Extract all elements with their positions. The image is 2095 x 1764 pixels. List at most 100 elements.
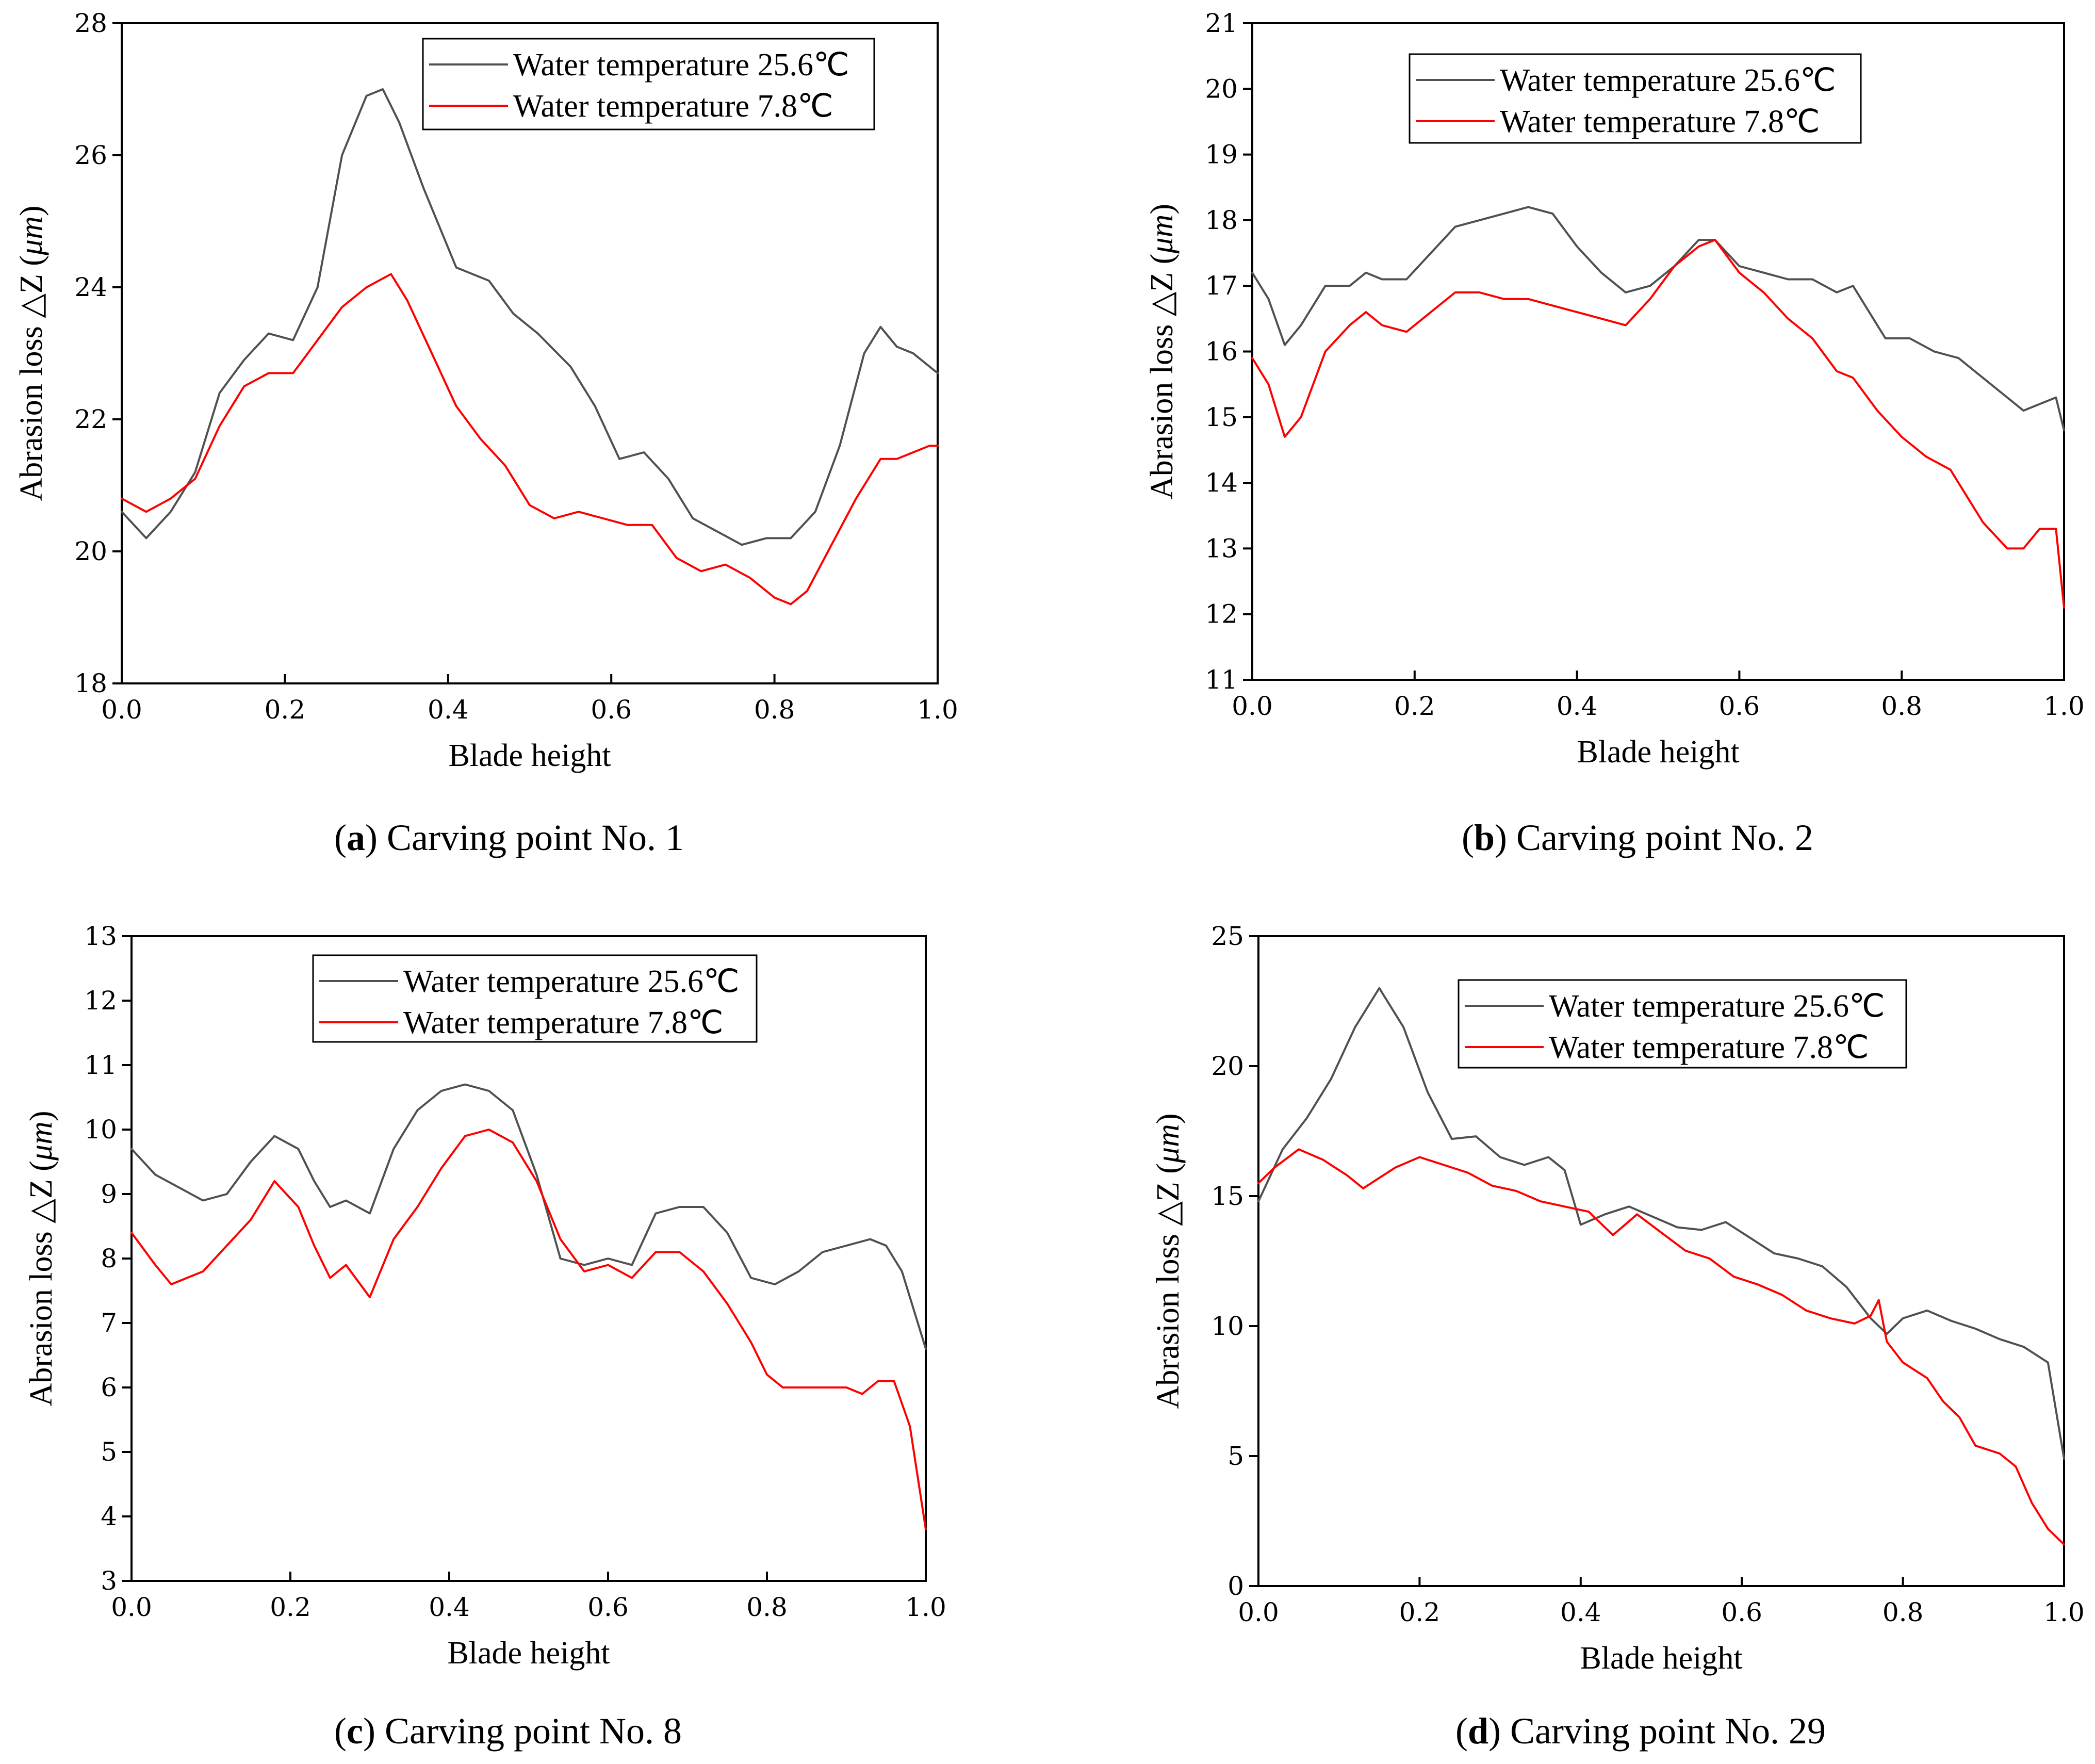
x-axis-title: Blade height: [1577, 734, 1739, 770]
panel-caption: (b) Carving point No. 2: [1462, 817, 1813, 858]
y-tick-label: 10: [1211, 1311, 1244, 1341]
panel-caption: (d) Carving point No. 29: [1455, 1710, 1826, 1752]
y-tick-label: 20: [1205, 74, 1238, 104]
y-tick-label: 15: [1205, 402, 1238, 432]
plot-frame: [121, 22, 939, 684]
y-tick-label: 9: [101, 1179, 117, 1209]
y-tick-label: 11: [84, 1050, 117, 1080]
y-tick-label: 25: [1211, 921, 1244, 951]
x-tick-label: 1.0: [917, 695, 958, 725]
chart-panel-a: 0.0 0.2 0.4 0.6 0.8 1.0 18 20 22 24 26 28 Blade heig…: [14, 8, 958, 858]
x-tick-label: 0.2: [270, 1592, 311, 1622]
legend-box: [1458, 979, 1907, 1069]
x-tick-label: 0.8: [1881, 691, 1922, 721]
y-tick-label: 26: [74, 140, 107, 170]
x-tick-label: 0.8: [1883, 1597, 1924, 1627]
chart-panel-d: 0.0 0.2 0.4 0.6 0.8 1.0 0 5 10 15 20 25 Blade height…: [1151, 921, 2085, 1752]
x-tick-label: 0.2: [1399, 1597, 1441, 1627]
legend-entry: Water temperature 7.8℃: [1500, 104, 1820, 139]
plot-frame: [1257, 935, 2065, 1587]
y-tick-label: 12: [1205, 599, 1238, 629]
series-line-cold: [1251, 239, 2065, 609]
x-axis-title: Blade height: [447, 1636, 610, 1671]
y-tick-label: 6: [101, 1373, 117, 1402]
y-tick-label: 5: [1227, 1441, 1244, 1471]
y-tick-label: 17: [1205, 271, 1238, 301]
x-tick-label: 0.6: [1721, 1597, 1762, 1627]
series-line-warm: [1257, 987, 2065, 1460]
y-tick-label: 16: [1205, 337, 1238, 367]
y-tick-label: 8: [101, 1244, 117, 1273]
series-line-cold: [130, 1129, 927, 1530]
panel-caption: (a) Carving point No. 1: [334, 817, 684, 858]
legend: Water temperature 25.6℃ Water temperature…: [422, 38, 875, 130]
y-axis-title: Abrasion loss △Z (μm): [1151, 1113, 1186, 1409]
y-tick-label: 10: [84, 1115, 117, 1145]
y-tick-label: 13: [1205, 533, 1238, 563]
x-tick-label: 0.4: [1560, 1597, 1601, 1627]
panel-caption: (c) Carving point No. 8: [334, 1710, 682, 1752]
x-tick-label: 0.8: [754, 695, 795, 725]
legend-box: [1409, 53, 1862, 144]
x-tick-label: 1.0: [2043, 691, 2085, 721]
legend-box: [422, 38, 875, 130]
x-tick-label: 0.4: [1557, 691, 1598, 721]
y-tick-label: 15: [1211, 1181, 1244, 1211]
y-tick-label: 18: [74, 668, 107, 698]
y-tick-label: 4: [101, 1501, 117, 1531]
y-tick-label: 21: [1205, 8, 1238, 38]
x-axis-title: Blade height: [448, 738, 611, 773]
x-tick-label: 0.6: [1719, 691, 1760, 721]
y-tick-label: 22: [74, 404, 107, 434]
chart-panel-b: 0.0 0.2 0.4 0.6 0.8 1.0 11 12 13 14 15 16 17 18 19 20 21…: [1144, 8, 2085, 858]
legend-box: [312, 954, 758, 1043]
y-tick-label: 28: [74, 8, 107, 38]
y-tick-label: 14: [1205, 468, 1238, 498]
legend-entry: Water temperature 25.6℃: [403, 964, 740, 999]
y-tick-label: 12: [84, 986, 117, 1016]
y-tick-label: 20: [74, 536, 107, 566]
legend-entry: Water temperature 25.6℃: [513, 47, 849, 83]
legend-entry: Water temperature 7.8℃: [403, 1005, 724, 1040]
x-tick-label: 0.0: [101, 695, 142, 725]
y-tick-label: 20: [1211, 1051, 1244, 1081]
y-tick-label: 11: [1205, 665, 1238, 695]
y-tick-label: 18: [1205, 205, 1238, 235]
x-tick-label: 0.8: [746, 1592, 788, 1622]
chart-panel-c: 0.0 0.2 0.4 0.6 0.8 1.0 3 4 5 6 7 8 9 10 11 12 13 Blade h…: [24, 921, 946, 1752]
y-tick-label: 24: [74, 272, 107, 302]
x-tick-label: 0.4: [429, 1592, 470, 1622]
x-tick-label: 0.2: [265, 695, 306, 725]
x-tick-label: 0.0: [1232, 691, 1273, 721]
legend-entry: Water temperature 7.8℃: [513, 89, 833, 124]
y-tick-label: 13: [84, 921, 117, 951]
y-tick-label: 0: [1227, 1571, 1244, 1601]
y-axis-title: Abrasion loss △Z (μm): [24, 1110, 59, 1406]
y-tick-label: 3: [101, 1566, 117, 1596]
x-tick-label: 0.0: [111, 1592, 152, 1622]
x-tick-label: 0.6: [591, 695, 632, 725]
legend: Water temperature 25.6℃ Water temperature…: [312, 954, 758, 1043]
legend: Water temperature 25.6℃ Water temperature…: [1409, 53, 1862, 144]
legend: Water temperature 25.6℃ Water temperature…: [1458, 979, 1907, 1069]
y-tick-label: 19: [1205, 140, 1238, 170]
x-tick-label: 0.2: [1394, 691, 1435, 721]
y-axis-title: Abrasion loss △Z (μm): [14, 205, 49, 501]
series-line-cold: [1257, 1148, 2065, 1546]
series-line-warm: [130, 1083, 927, 1350]
legend-entry: Water temperature 25.6℃: [1549, 989, 1885, 1024]
x-tick-label: 0.6: [587, 1592, 629, 1622]
legend-entry: Water temperature 7.8℃: [1549, 1030, 1869, 1065]
x-tick-label: 0.4: [428, 695, 469, 725]
y-axis-title: Abrasion loss △Z (μm): [1144, 204, 1180, 499]
series-line-warm: [121, 88, 939, 546]
series-line-cold: [121, 273, 939, 606]
x-tick-label: 0.0: [1238, 1597, 1279, 1627]
y-tick-label: 5: [101, 1437, 117, 1467]
x-tick-label: 1.0: [905, 1592, 946, 1622]
x-tick-label: 1.0: [2043, 1597, 2085, 1627]
x-axis-title: Blade height: [1580, 1641, 1742, 1676]
y-tick-label: 7: [101, 1308, 117, 1338]
legend-entry: Water temperature 25.6℃: [1500, 63, 1836, 98]
